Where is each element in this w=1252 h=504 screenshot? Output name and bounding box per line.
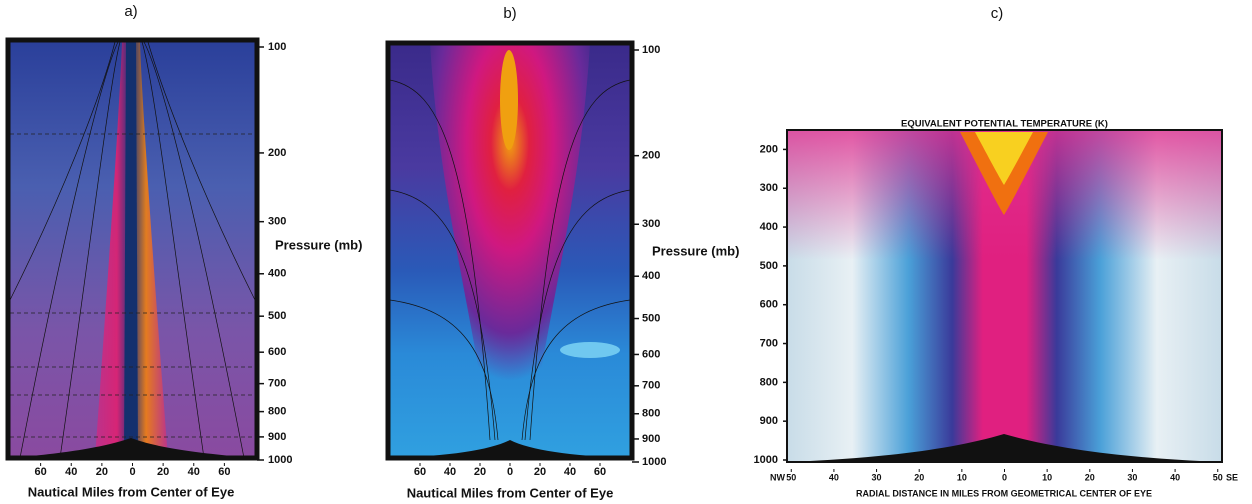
x-tick-label: 20 [1085,472,1095,482]
x-tick-label: 10 [1042,472,1052,482]
y-tick-label: 300 [268,216,286,228]
x-end-label: SE [1226,472,1238,482]
y-tick-label: 400 [642,270,660,282]
y-tick-label: 600 [268,346,286,358]
x-tick-label: 40 [564,466,576,478]
x-tick-label: 10 [957,472,967,482]
x-tick-label: 0 [129,466,135,478]
panel-a-field [5,37,260,461]
x-tick-label: 60 [35,466,47,478]
x-tick-label: 30 [1127,472,1137,482]
y-tick-label: 800 [760,376,778,388]
panel-c-field [786,129,1223,463]
y-tick-label: 200 [268,147,286,159]
y-tick-label: 300 [760,182,778,194]
y-tick-label: 700 [760,337,778,349]
y-tick-label: 900 [760,415,778,427]
y-tick-label: 500 [760,260,778,272]
x-axis-label: Nautical Miles from Center of Eye [28,484,235,499]
x-axis-label: Nautical Miles from Center of Eye [407,485,614,500]
y-tick-label: 100 [642,44,660,56]
panel-label: a) [124,3,137,20]
x-tick-label: 20 [474,466,486,478]
y-tick-label: 700 [268,378,286,390]
y-tick-label: 800 [642,408,660,420]
x-tick-label: 20 [96,466,108,478]
y-axis-label: Pressure (mb) [652,243,739,258]
x-tick-label: 60 [414,466,426,478]
panel-label: b) [503,5,516,22]
y-tick-label: 1000 [642,456,666,468]
y-tick-label: 600 [760,299,778,311]
y-axis-label: Pressure (mb) [275,237,362,252]
y-tick-label: 200 [642,150,660,162]
x-tick-label: 60 [218,466,230,478]
chart-title: EQUIVALENT POTENTIAL TEMPERATURE (K) [901,119,1108,130]
x-tick-label: 50 [1213,472,1223,482]
panel-b-field [385,40,635,461]
x-end-label: NW [770,472,785,482]
y-tick-label: 600 [642,348,660,360]
y-tick-label: 100 [268,41,286,53]
y-tick-label: 200 [760,143,778,155]
y-tick-label: 1000 [268,454,292,466]
x-tick-label: 0 [507,466,513,478]
x-tick-label: 20 [914,472,924,482]
x-axis-label: RADIAL DISTANCE IN MILES FROM GEOMETRICA… [856,488,1152,498]
y-tick-label: 400 [760,221,778,233]
x-tick-label: 20 [157,466,169,478]
y-tick-label: 900 [268,431,286,443]
y-tick-label: 500 [642,312,660,324]
y-tick-label: 700 [642,380,660,392]
x-tick-label: 30 [872,472,882,482]
x-tick-label: 20 [534,466,546,478]
y-tick-label: 300 [642,218,660,230]
x-tick-label: 40 [829,472,839,482]
y-tick-label: 400 [268,268,286,280]
y-tick-label: 1000 [754,454,778,466]
x-tick-label: 40 [65,466,77,478]
y-tick-label: 500 [268,310,286,322]
x-tick-label: 0 [1002,472,1007,482]
x-tick-label: 60 [594,466,606,478]
y-tick-label: 900 [642,433,660,445]
panel-label: c) [991,5,1004,22]
x-tick-label: 40 [1170,472,1180,482]
x-tick-label: 50 [786,472,796,482]
x-tick-label: 40 [188,466,200,478]
y-tick-label: 800 [268,406,286,418]
x-tick-label: 40 [444,466,456,478]
